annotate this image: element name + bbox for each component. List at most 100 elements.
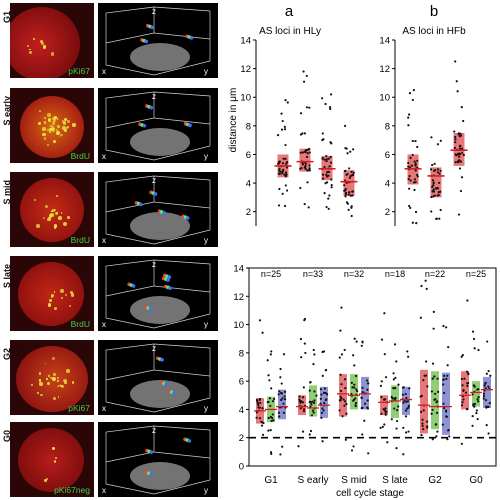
iqr-box bbox=[430, 167, 442, 198]
data-point bbox=[458, 147, 462, 150]
data-point bbox=[330, 178, 333, 181]
data-point bbox=[467, 381, 470, 385]
data-point bbox=[311, 400, 314, 403]
data-point bbox=[459, 189, 463, 193]
data-point bbox=[303, 342, 306, 345]
data-point bbox=[434, 392, 437, 395]
data-point bbox=[477, 400, 480, 403]
signal-dot bbox=[67, 216, 71, 219]
signal-dot bbox=[48, 299, 52, 303]
data-point bbox=[439, 190, 442, 193]
nucleus-3d-render: z x y bbox=[98, 172, 218, 247]
data-point bbox=[285, 166, 289, 169]
data-point bbox=[338, 409, 341, 412]
data-point bbox=[395, 360, 398, 363]
data-point bbox=[426, 385, 429, 388]
data-point bbox=[442, 406, 446, 410]
data-point bbox=[430, 390, 434, 393]
axis-x-label: x bbox=[102, 152, 106, 161]
data-point bbox=[462, 153, 465, 157]
data-point bbox=[402, 401, 405, 404]
iqr-box bbox=[391, 385, 399, 418]
data-point bbox=[321, 157, 324, 160]
data-point bbox=[281, 119, 284, 123]
signal-dot bbox=[50, 127, 53, 130]
y-tick-label: 14 bbox=[233, 264, 244, 275]
data-point bbox=[309, 381, 312, 384]
data-point bbox=[458, 155, 461, 158]
signal-dot bbox=[53, 397, 57, 401]
data-point bbox=[420, 434, 423, 437]
data-point bbox=[429, 168, 433, 171]
data-point bbox=[381, 425, 384, 429]
data-point bbox=[346, 202, 349, 205]
data-point bbox=[457, 161, 460, 164]
data-point bbox=[454, 60, 457, 63]
signal-dot bbox=[56, 379, 59, 382]
data-point bbox=[303, 150, 307, 154]
data-point bbox=[464, 391, 468, 394]
data-point bbox=[407, 406, 410, 409]
data-point bbox=[422, 409, 425, 412]
data-point bbox=[301, 430, 305, 433]
data-point bbox=[325, 158, 328, 161]
data-point bbox=[305, 74, 308, 78]
data-point bbox=[432, 188, 435, 191]
count-label: n=33 bbox=[303, 269, 323, 279]
data-point bbox=[438, 181, 441, 185]
data-point bbox=[301, 162, 304, 165]
signal-dot bbox=[27, 44, 29, 47]
category-label: G0 bbox=[469, 475, 483, 486]
data-point bbox=[283, 173, 286, 176]
data-point bbox=[402, 426, 405, 429]
data-point bbox=[466, 382, 469, 385]
signal-dot bbox=[53, 307, 58, 311]
signal-dot bbox=[53, 140, 56, 143]
data-point bbox=[298, 395, 301, 398]
data-point bbox=[392, 378, 395, 381]
data-point bbox=[360, 406, 363, 410]
data-point bbox=[406, 350, 409, 353]
data-point bbox=[435, 435, 438, 438]
data-point bbox=[424, 279, 427, 282]
data-point bbox=[393, 407, 396, 410]
data-point bbox=[266, 359, 269, 362]
data-point bbox=[281, 170, 284, 173]
data-point bbox=[329, 155, 332, 159]
data-point bbox=[300, 160, 303, 163]
data-point bbox=[414, 164, 417, 167]
y-tick-label: 2 bbox=[246, 207, 251, 218]
data-point bbox=[363, 419, 366, 422]
data-point bbox=[436, 411, 439, 414]
data-point bbox=[454, 138, 457, 141]
data-point bbox=[460, 377, 464, 381]
data-point bbox=[348, 176, 351, 179]
plot-frame bbox=[248, 267, 497, 467]
data-point bbox=[487, 369, 490, 373]
locus-signal bbox=[153, 192, 158, 196]
data-point bbox=[361, 340, 364, 343]
data-point bbox=[322, 409, 325, 412]
data-point bbox=[353, 386, 356, 389]
signal-dot bbox=[45, 477, 49, 480]
data-point bbox=[394, 398, 397, 402]
data-point bbox=[260, 420, 264, 424]
data-point bbox=[300, 356, 303, 359]
data-point bbox=[363, 402, 367, 405]
data-point bbox=[441, 423, 444, 426]
data-point bbox=[447, 428, 450, 432]
data-point bbox=[473, 390, 476, 393]
data-point bbox=[473, 385, 476, 388]
data-point bbox=[458, 135, 461, 138]
data-point bbox=[346, 181, 349, 184]
data-point bbox=[457, 160, 460, 164]
signal-dot bbox=[56, 212, 58, 215]
data-point bbox=[460, 442, 463, 445]
signal-dot bbox=[60, 211, 63, 214]
data-point bbox=[485, 405, 488, 408]
data-point bbox=[422, 428, 425, 431]
data-point bbox=[325, 173, 328, 176]
axis-y-label: y bbox=[204, 67, 208, 76]
data-point bbox=[306, 152, 309, 155]
signal-dot bbox=[44, 204, 49, 209]
